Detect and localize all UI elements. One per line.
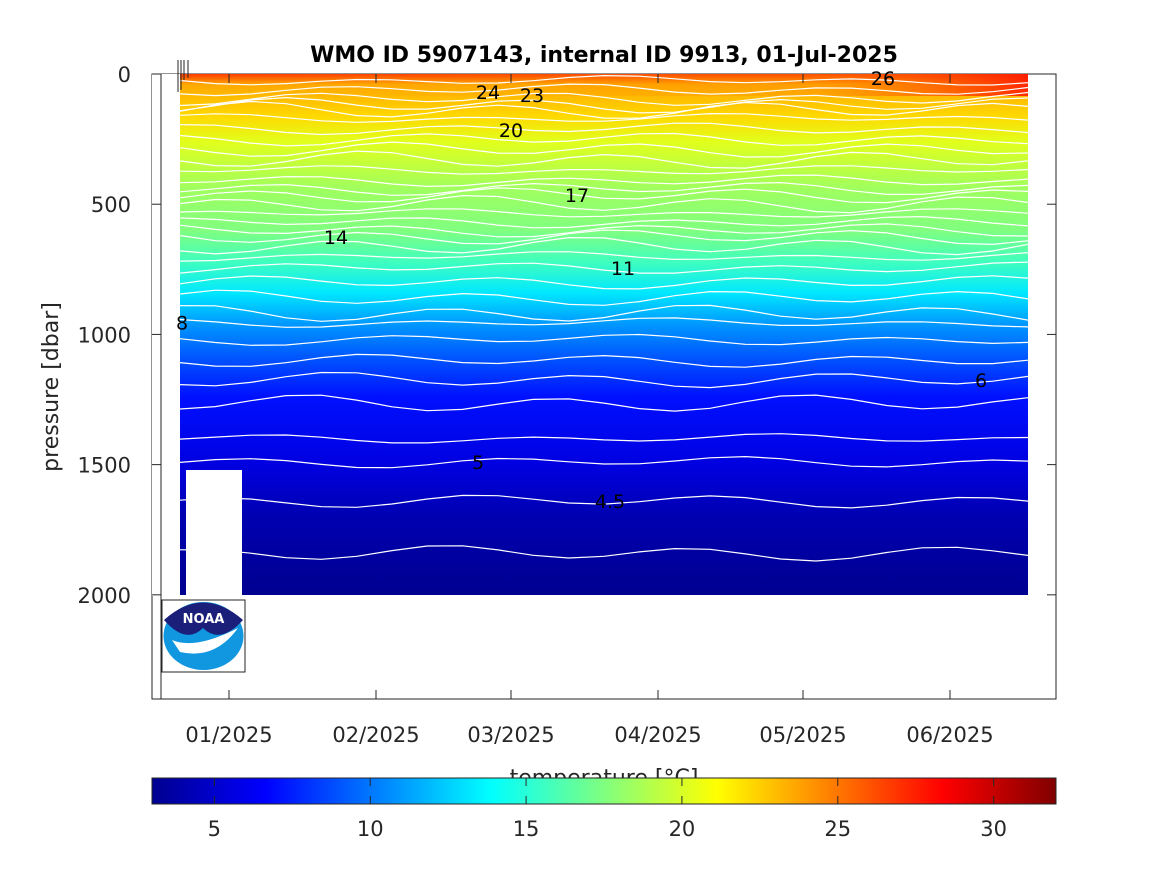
chart-title: WMO ID 5907143, internal ID 9913, 01-Jul… xyxy=(310,43,898,68)
temperature-field xyxy=(152,74,1028,596)
y-tick-label: 1500 xyxy=(78,454,131,478)
contour-labels: 26 24 23 20 17 14 11 8 6 5 4.5 xyxy=(176,68,987,513)
isotherm xyxy=(179,304,1029,322)
isotherm xyxy=(179,394,1029,412)
y-tick-label: 2000 xyxy=(78,584,131,608)
y-tick-label: 1000 xyxy=(78,323,131,347)
noaa-logo-text: NOAA xyxy=(183,612,225,627)
isotherm-lines xyxy=(179,74,1029,562)
contour-label: 5 xyxy=(472,452,484,474)
colorbar: 5 10 15 20 25 30 xyxy=(151,777,1057,841)
isotherm xyxy=(179,174,1029,188)
isotherm xyxy=(179,74,1029,86)
x-tick-label: 04/2025 xyxy=(614,723,701,747)
isotherm xyxy=(179,494,1029,509)
isotherm xyxy=(179,289,1029,306)
isotherm xyxy=(179,275,1029,290)
contour-label: 24 xyxy=(476,82,500,104)
contour-label: 14 xyxy=(324,227,348,249)
isotherm xyxy=(179,194,1029,214)
colorbar-tick-label: 5 xyxy=(208,817,221,841)
isotherm xyxy=(179,208,1029,218)
contour-label: 23 xyxy=(520,85,544,107)
x-axis: 01/2025 02/2025 03/2025 04/2025 05/2025 06/20… xyxy=(185,74,994,747)
colorbar-tick-label: 15 xyxy=(513,817,540,841)
isotherm xyxy=(179,187,1029,204)
colorbar-tick-label: 25 xyxy=(824,817,851,841)
y-axis: 0 500 1000 1500 2000 xyxy=(78,63,1056,608)
y-tick-label: 500 xyxy=(91,193,131,217)
contour-label: 6 xyxy=(975,370,987,392)
isotherm xyxy=(179,100,1029,119)
x-tick-label: 06/2025 xyxy=(906,723,993,747)
contour-label: 8 xyxy=(176,313,188,335)
isotherm xyxy=(179,251,1029,262)
isotherm xyxy=(179,83,1029,97)
isotherm xyxy=(179,122,1029,136)
x-tick-label: 03/2025 xyxy=(467,723,554,747)
x-tick-label: 05/2025 xyxy=(759,723,846,747)
isotherm xyxy=(179,141,1029,158)
contour-label: 17 xyxy=(565,185,589,207)
isotherm xyxy=(179,433,1029,444)
isotherm xyxy=(179,150,1029,169)
isotherm xyxy=(179,455,1029,469)
contour-label: 11 xyxy=(611,258,635,280)
isotherm xyxy=(179,181,1029,196)
isotherm xyxy=(179,132,1029,147)
y-axis-label: pressure [dbar] xyxy=(39,302,64,472)
isotherm xyxy=(179,236,1029,256)
isotherm xyxy=(179,215,1029,229)
x-tick-label: 01/2025 xyxy=(185,723,272,747)
isotherm xyxy=(179,261,1029,274)
colorbar-tick-label: 30 xyxy=(980,817,1007,841)
isotherm xyxy=(179,317,1029,328)
isotherm xyxy=(179,229,1029,246)
colorbar-tick-label: 20 xyxy=(669,817,696,841)
isotherm xyxy=(179,165,1029,175)
isotherm xyxy=(179,371,1029,389)
colorbar-tick-label: 10 xyxy=(357,817,384,841)
isotherm xyxy=(179,545,1029,562)
isotherm xyxy=(179,112,1029,123)
noaa-logo: NOAA xyxy=(161,599,246,673)
isotherm xyxy=(179,91,1029,107)
isotherm xyxy=(179,333,1029,346)
isotherm xyxy=(179,223,1029,238)
contour-label: 4.5 xyxy=(595,491,625,513)
isotherm xyxy=(179,96,1029,114)
contour-label: 20 xyxy=(499,120,523,142)
x-tick-label: 02/2025 xyxy=(332,723,419,747)
contour-label: 26 xyxy=(871,68,895,90)
y-tick-label: 0 xyxy=(118,63,131,87)
isotherm xyxy=(179,353,1029,368)
